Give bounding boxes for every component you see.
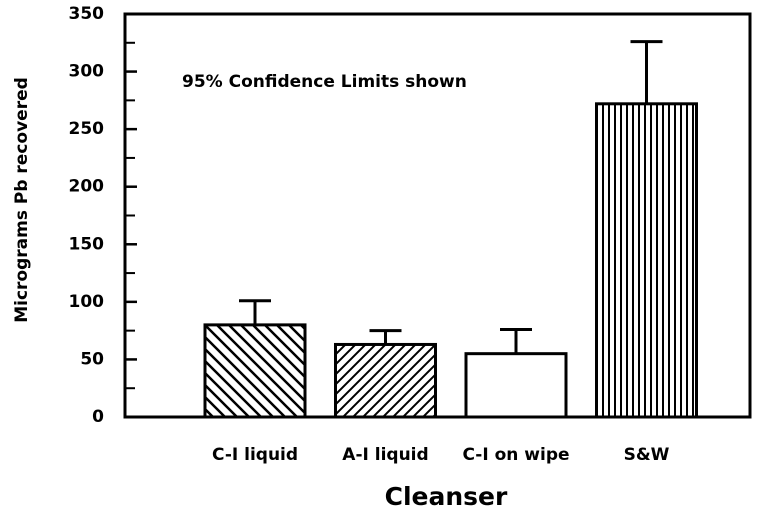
bar — [203, 323, 307, 419]
y-tick-label: 350 — [69, 4, 105, 24]
y-tick-label: 0 — [92, 407, 104, 427]
annotation: 95% Confidence Limits shown — [182, 72, 467, 92]
y-tick-label: 200 — [69, 177, 105, 197]
error-bar — [500, 327, 532, 354]
x-tick-label: C-I liquid — [212, 445, 298, 465]
bar — [464, 352, 568, 419]
y-tick-label: 150 — [69, 234, 105, 254]
error-bar — [239, 299, 271, 325]
error-bar — [369, 329, 402, 345]
y-tick-label: 100 — [69, 292, 105, 312]
x-tick-label: C-I on wipe — [462, 445, 569, 465]
y-tick-label: 300 — [69, 62, 105, 82]
x-tick-label: S&W — [624, 445, 670, 465]
y-tick-label: 250 — [69, 119, 105, 139]
y-tick-label: 50 — [80, 349, 104, 369]
bar — [595, 102, 698, 419]
bar — [334, 342, 437, 419]
x-axis-label: Cleanser — [385, 482, 508, 511]
x-tick-label: A-I liquid — [342, 445, 428, 465]
error-bar — [630, 40, 663, 104]
y-axis-label: Micrograms Pb recovered — [12, 77, 32, 323]
